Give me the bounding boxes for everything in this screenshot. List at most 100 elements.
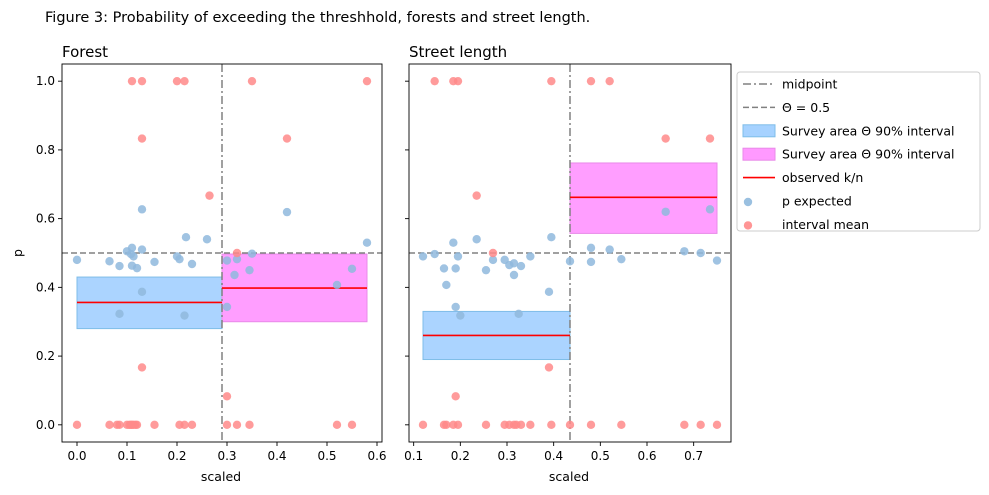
forest-interval-mean-point-23 [205,191,214,200]
street-expected-point-20 [547,232,556,242]
street-x-tick-label-5: 0.6 [637,449,656,463]
street-interval-mean-point-28 [547,76,556,86]
street-expected-point-26 [661,207,670,216]
legend-entry-label-2: Survey area Θ 90% interval [782,123,955,138]
street-expected-point-7 [453,252,463,261]
street-interval-mean-point-24 [705,134,715,143]
street-interval-mean-point-21 [488,248,498,258]
forest-interval-mean-point-14 [180,420,189,430]
forest-panel: Forest p scaled 0.0 0.1 0.2 0.3 0.4 0.5 0.6 0.0… [10,43,387,484]
forest-interval-mean-point-3 [115,420,124,430]
street-expected-point-28 [696,248,705,258]
forest-expected-point-21 [222,302,232,312]
legend-entry-label-0: midpoint [782,77,838,92]
street-expected-point-30 [712,256,722,265]
forest-interval-mean-point-25 [282,134,292,143]
forest-x-tick-label-2: 0.2 [167,449,186,463]
forest-expected-point-16 [180,311,189,320]
street-interval-mean-point-29 [586,76,596,86]
forest-y-tick-label-4: 0.8 [36,143,55,157]
street-plot-area [409,64,731,442]
forest-x-tick-label-6: 0.6 [367,449,386,463]
street-expected-point-8 [456,311,465,320]
street-expected-point-29 [705,205,715,214]
forest-y-tick-label-3: 0.6 [36,212,55,226]
legend-entry-label-6: interval mean [782,217,869,232]
forest-x-tick-label-0: 0.0 [67,449,86,463]
forest-interval-mean-point-29 [180,76,189,86]
forest-interval-mean-point-28 [172,76,182,86]
forest-interval-mean-point-19 [332,420,342,430]
street-x-tick-label-0: 0.1 [404,449,423,463]
forest-interval-mean-point-11 [137,363,147,372]
forest-axes-frame [61,63,383,443]
forest-interval-mean-point-15 [187,420,197,430]
street-interval-mean-point-18 [712,420,722,430]
figure-title: Figure 3: Probability of exceeding the t… [45,10,590,26]
forest-x-tick-label-4: 0.4 [267,449,286,463]
forest-interval-mean-point-26 [127,76,137,86]
street-expected-point-4 [449,238,458,247]
street-expected-point-10 [481,265,491,275]
street-expected-point-15 [509,259,519,268]
forest-expected-point-15 [175,254,184,264]
forest-plot-area [62,64,382,442]
legend-dot-swatch-5 [743,197,753,207]
forest-x-tick-label-1: 0.1 [117,449,136,463]
street-interval-mean-point-19 [451,392,460,401]
street-interval-mean-point-27 [453,76,463,86]
forest-expected-point-13 [150,257,159,267]
forest-interval-mean-point-22 [232,248,242,258]
street-expected-point-21 [565,257,575,266]
forest-x-tick-label-3: 0.3 [217,449,236,463]
forest-x-tick-label-5: 0.5 [317,449,336,463]
street-expected-point-5 [451,264,460,273]
forest-y-tick-label-2: 0.4 [36,280,55,294]
street-panel-title: Street length [409,43,507,61]
street-interval-mean-point-30 [605,76,614,86]
forest-interval-mean-point-0 [72,420,82,430]
street-interval-mean-point-10 [516,420,526,430]
street-expected-point-16 [514,309,523,319]
forest-expected-point-28 [347,264,357,274]
forest-expected-point-17 [181,232,191,242]
forest-interval-mean-point-31 [362,76,372,86]
legend-band-swatch-2 [742,124,776,138]
forest-expected-point-27 [332,280,342,290]
street-expected-point-24 [605,245,614,254]
forest-expected-point-29 [362,238,372,247]
forest-y-axis-label: p [10,249,25,257]
street-interval-band-2 [569,162,718,234]
street-length-panel: Street length scaled 0.1 0.2 0.3 0.4 0.5 0.6 0… [404,43,732,484]
legend-band-swatch-3 [742,147,776,161]
legend-entry-label-5: p expected [782,194,852,209]
street-expected-point-6 [451,302,460,312]
forest-expected-point-23 [232,254,242,264]
forest-expected-point-11 [137,245,147,254]
forest-expected-point-0 [72,255,82,265]
street-x-tick-label-1: 0.2 [451,449,470,463]
forest-interval-mean-point-27 [137,76,147,86]
forest-interval-mean-point-30 [247,76,257,86]
street-expected-point-9 [472,235,481,244]
street-expected-point-23 [586,257,596,267]
street-interval-mean-point-14 [586,420,596,430]
street-x-tick-label-3: 0.4 [544,449,563,463]
forest-expected-point-6 [127,243,137,253]
street-interval-mean-point-4 [453,420,463,430]
forest-panel-title: Forest [62,43,108,61]
forest-y-tick-label-5: 1.0 [36,74,55,88]
forest-expected-point-2 [115,261,124,271]
street-interval-mean-point-0 [418,420,428,430]
forest-interval-mean-point-20 [347,420,357,430]
forest-expected-point-10 [137,205,147,214]
forest-interval-mean-point-24 [137,134,147,143]
street-interval-mean-point-16 [680,420,689,430]
forest-interval-mean-point-10 [132,420,142,430]
forest-expected-point-24 [245,265,254,275]
legend-frame [736,71,981,232]
street-expected-point-25 [617,254,626,264]
forest-expected-point-8 [129,252,138,261]
street-expected-point-2 [439,264,449,273]
